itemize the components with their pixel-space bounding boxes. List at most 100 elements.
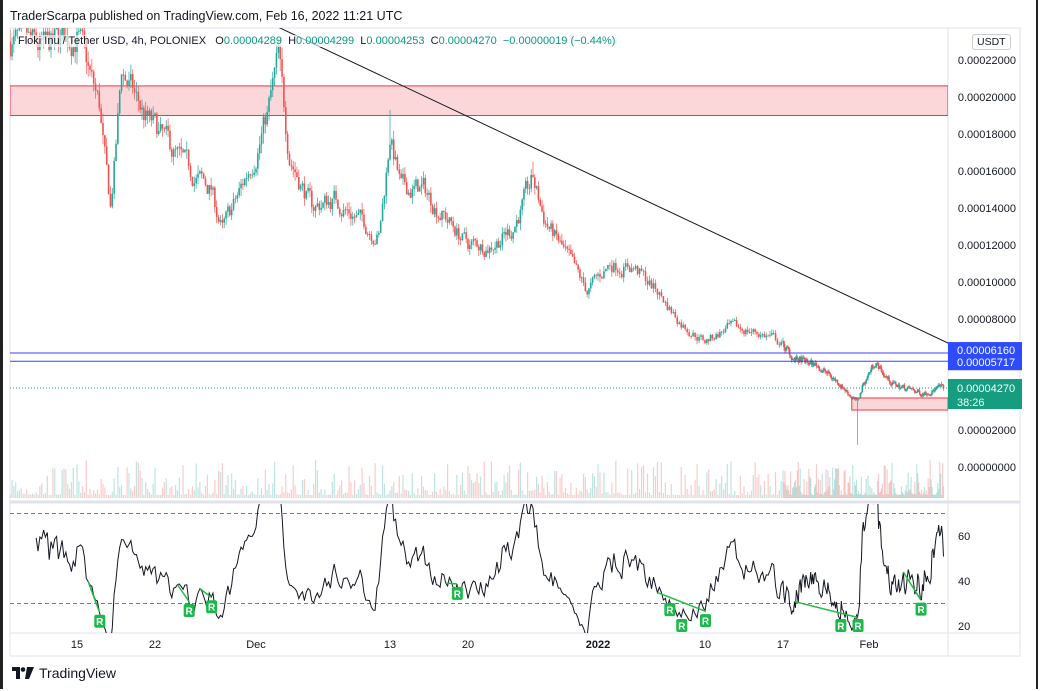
currency-button[interactable]: USDT bbox=[972, 34, 1011, 50]
candle-body bbox=[660, 292, 663, 297]
candle-body bbox=[865, 379, 867, 383]
volume-bar bbox=[432, 491, 434, 498]
volume-bar bbox=[496, 481, 498, 498]
candle-body bbox=[922, 393, 925, 396]
volume-bar bbox=[925, 490, 927, 498]
volume-bar bbox=[760, 485, 762, 498]
candle-body bbox=[169, 130, 171, 150]
volume-bar bbox=[660, 462, 663, 498]
candle-body bbox=[452, 221, 454, 227]
volume-bar bbox=[625, 495, 627, 498]
tradingview-logo[interactable]: TradingView bbox=[12, 665, 116, 681]
volume-bar bbox=[335, 495, 337, 498]
volume-bar bbox=[684, 474, 686, 498]
volume-bar bbox=[899, 494, 902, 498]
candle-body bbox=[807, 360, 809, 363]
volume-bar bbox=[728, 493, 730, 498]
volume-bar bbox=[862, 494, 864, 498]
volume-bar bbox=[784, 471, 786, 498]
volume-bar bbox=[143, 494, 145, 498]
volume-bar bbox=[906, 492, 908, 498]
candle-body bbox=[31, 29, 34, 37]
volume-bar bbox=[826, 490, 828, 498]
candle-body bbox=[368, 234, 371, 235]
candle-body bbox=[728, 323, 730, 324]
rsi-tick-label: 40 bbox=[958, 576, 970, 588]
volume-bar bbox=[98, 494, 100, 498]
volume-bar bbox=[800, 491, 802, 498]
candle-body bbox=[814, 363, 817, 364]
volume-bar bbox=[208, 493, 210, 498]
candle-body bbox=[208, 185, 211, 194]
volume-bar bbox=[42, 494, 45, 498]
candle-body bbox=[131, 74, 134, 89]
volume-bar bbox=[893, 483, 895, 498]
candle-body bbox=[200, 171, 203, 174]
candle-body bbox=[914, 390, 916, 393]
volume-bar bbox=[180, 494, 182, 498]
candle-body bbox=[903, 384, 906, 389]
candle-body bbox=[456, 228, 458, 236]
volume-bar bbox=[70, 482, 73, 498]
volume-bar bbox=[139, 470, 141, 498]
candle-body bbox=[497, 241, 500, 248]
candle-body bbox=[407, 192, 410, 195]
candle-body bbox=[715, 334, 717, 340]
volume-bar bbox=[853, 494, 855, 498]
last-price-label: 0.00004270 bbox=[957, 383, 1015, 395]
candle-body bbox=[553, 230, 556, 236]
candle-body bbox=[886, 376, 888, 379]
volume-bar bbox=[404, 489, 406, 498]
candle-body bbox=[523, 188, 525, 200]
candle-body bbox=[680, 322, 683, 328]
candle-body bbox=[324, 195, 326, 203]
candle-body bbox=[182, 149, 184, 153]
candle-body bbox=[506, 229, 509, 235]
candle-body bbox=[70, 48, 73, 56]
volume-bar bbox=[543, 487, 545, 498]
candle-body bbox=[557, 233, 560, 241]
volume-bar bbox=[407, 490, 410, 498]
volume-bar bbox=[595, 486, 597, 498]
volume-bar bbox=[810, 478, 812, 498]
volume-bar bbox=[409, 494, 412, 498]
volume-bar bbox=[910, 477, 912, 498]
volume-bar bbox=[50, 494, 52, 498]
candle-body bbox=[840, 384, 843, 388]
volume-bar bbox=[875, 494, 877, 498]
candle-body bbox=[470, 241, 473, 245]
volume-bar bbox=[550, 494, 552, 498]
volume-bar bbox=[879, 491, 882, 498]
candle-body bbox=[257, 153, 259, 169]
volume-bar bbox=[613, 493, 615, 498]
candle-body bbox=[599, 273, 601, 278]
candle-body bbox=[790, 356, 793, 360]
candle-body bbox=[648, 280, 651, 285]
candle-body bbox=[894, 381, 897, 385]
candle-body bbox=[932, 390, 934, 391]
candle-body bbox=[869, 372, 871, 374]
candle-body bbox=[286, 133, 289, 154]
volume-bar bbox=[242, 486, 244, 498]
volume-bar bbox=[288, 493, 291, 498]
candle-body bbox=[185, 149, 188, 151]
candle-body bbox=[724, 328, 727, 333]
price-pane bbox=[10, 28, 948, 498]
candle-body bbox=[11, 44, 13, 57]
volume-bar bbox=[26, 488, 28, 498]
volume-bar bbox=[552, 494, 554, 498]
candle-body bbox=[472, 239, 475, 242]
candle-body bbox=[874, 365, 877, 367]
volume-bar bbox=[357, 489, 359, 498]
low-value: 0.00004253 bbox=[366, 35, 425, 47]
candle-body bbox=[309, 188, 311, 191]
volume-bar bbox=[586, 489, 588, 498]
volume-bar bbox=[765, 494, 767, 498]
volume-bar bbox=[644, 492, 647, 498]
volume-bar bbox=[428, 494, 430, 498]
volume-bar bbox=[78, 481, 80, 498]
volume-bar bbox=[305, 494, 307, 498]
volume-bar bbox=[809, 476, 811, 498]
candle-body bbox=[499, 245, 502, 248]
